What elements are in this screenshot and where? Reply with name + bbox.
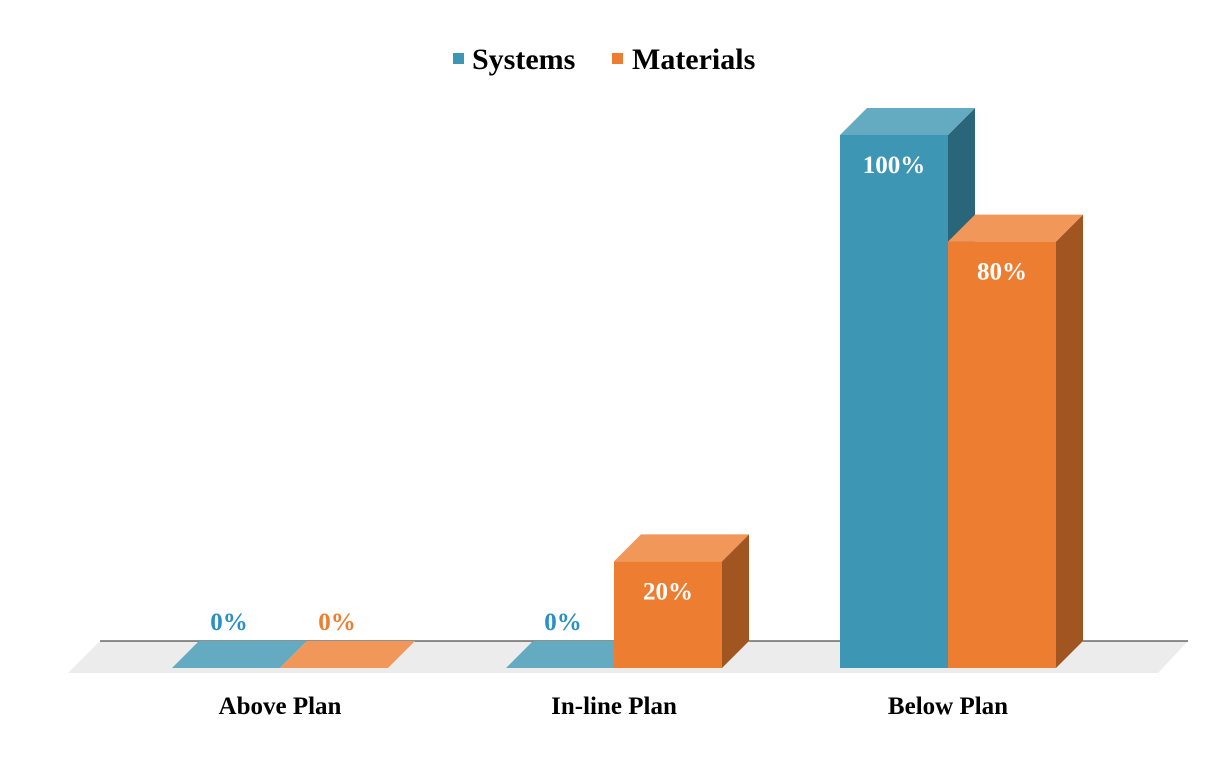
bar-top-face [614, 534, 749, 562]
legend: Systems Materials [453, 43, 755, 76]
legend-swatch-materials [612, 53, 623, 64]
bar-systems-in-line-plan [506, 641, 641, 668]
x-tick-label-above-plan: Above Plan [219, 693, 342, 720]
bar-systems-above-plan [172, 641, 307, 668]
data-label-systems-in-line-plan: 0% [544, 609, 582, 636]
data-label-materials-in-line-plan: 20% [643, 578, 693, 605]
data-label-materials-above-plan: 0% [318, 609, 356, 636]
x-tick-label-in-line-plan: In-line Plan [551, 693, 677, 720]
data-label-systems-below-plan: 100% [863, 152, 926, 179]
data-labels: 0% 0% 0% 20% 100% 80% [210, 152, 1027, 636]
bar-front-face [840, 135, 948, 668]
bar-front-face [614, 561, 722, 668]
x-tick-label-below-plan: Below Plan [888, 693, 1008, 720]
bars [172, 108, 1083, 668]
bar-top-face [840, 108, 975, 135]
legend-label-systems: Systems [472, 43, 575, 76]
bar-top-face [280, 641, 415, 668]
legend-label-materials: Materials [632, 43, 755, 76]
legend-swatch-systems [453, 53, 464, 64]
bar-top-face [506, 641, 641, 668]
x-axis: Above Plan In-line Plan Below Plan [219, 693, 1009, 720]
bar-materials-below-plan [948, 214, 1083, 668]
bar-top-face [172, 641, 307, 668]
bar-front-face [948, 241, 1056, 668]
data-label-materials-below-plan: 80% [977, 259, 1027, 286]
bar-side-face [722, 534, 749, 668]
bar-side-face [1056, 214, 1083, 668]
bar-materials-in-line-plan [614, 534, 749, 668]
bar-materials-above-plan [280, 641, 415, 668]
data-label-systems-above-plan: 0% [210, 609, 248, 636]
bar-top-face [948, 214, 1083, 242]
